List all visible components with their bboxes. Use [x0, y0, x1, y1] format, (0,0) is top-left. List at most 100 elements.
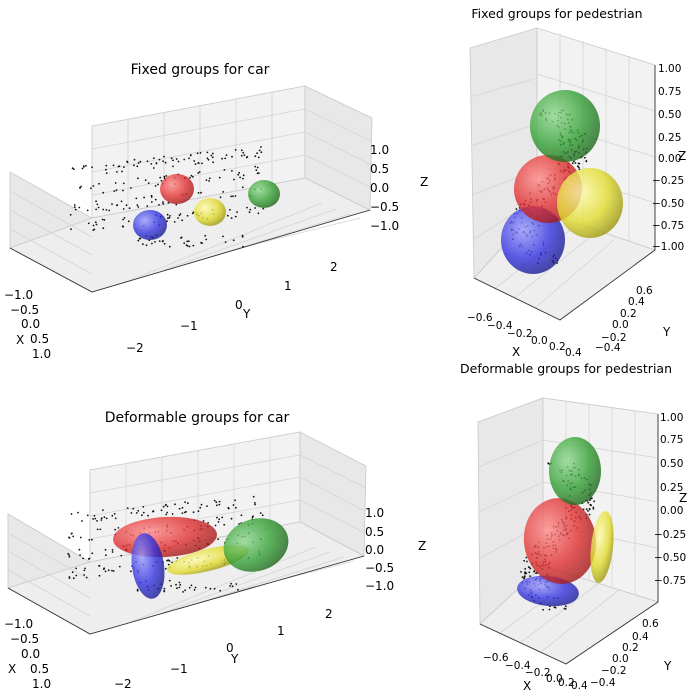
scan-point	[182, 591, 185, 593]
scan-point	[163, 590, 166, 592]
scan-point	[178, 581, 181, 584]
scan-point	[136, 204, 139, 207]
scan-point	[218, 503, 221, 506]
scan-point	[205, 238, 208, 241]
y-tick-label: 0.4	[632, 631, 649, 643]
x-tick-label: 1.0	[32, 347, 51, 361]
y-tick-label: −1	[170, 662, 188, 676]
chart-title: Deformable groups for car	[105, 410, 290, 426]
scan-point	[112, 164, 115, 167]
scan-point	[94, 517, 97, 520]
scan-point	[259, 512, 262, 514]
scan-point	[230, 195, 233, 198]
y-tick-label: −1	[180, 319, 198, 333]
scan-point	[81, 520, 83, 522]
z-tick-label: −1.0	[370, 219, 399, 233]
scan-point	[526, 560, 528, 563]
scan-point	[116, 171, 118, 173]
scan-point	[121, 170, 123, 173]
x-tick-label: 0.5	[30, 332, 49, 346]
scan-point	[91, 552, 94, 555]
z-tick-label: −0.5	[370, 200, 399, 214]
scan-point	[515, 208, 518, 210]
scan-point	[215, 501, 218, 504]
scan-point	[229, 585, 231, 587]
scan-point	[103, 567, 106, 570]
scan-point	[135, 512, 138, 514]
scan-point	[206, 505, 208, 507]
scan-point	[95, 208, 97, 211]
scan-point	[241, 186, 244, 189]
scan-point	[104, 548, 107, 551]
scan-point	[585, 160, 588, 162]
scan-point	[107, 569, 110, 572]
x-tick-label: 0.0	[21, 317, 40, 331]
chart-title: Deformable groups for pedestrian	[460, 361, 672, 376]
scan-point	[233, 178, 235, 181]
scan-point	[574, 162, 577, 164]
group-green-sphere	[530, 90, 600, 162]
scan-point	[102, 227, 105, 230]
scan-point	[564, 605, 567, 608]
z-tick-label: 0.0	[365, 543, 384, 557]
scan-point	[587, 501, 590, 504]
scan-point	[142, 243, 144, 246]
scan-point	[188, 157, 190, 160]
scan-point	[188, 245, 191, 248]
scan-point	[521, 576, 524, 579]
scan-point	[165, 513, 168, 516]
scan-point	[257, 172, 260, 175]
scan-point	[256, 172, 259, 175]
scan-point	[254, 155, 257, 158]
y-tick-label: −2	[126, 341, 144, 355]
scan-point	[255, 169, 258, 172]
scan-point	[178, 586, 181, 589]
scan-point	[524, 572, 526, 575]
scan-point	[137, 177, 139, 180]
scan-point	[230, 582, 233, 585]
scan-point	[112, 570, 115, 572]
z-tick-labels: 1.00 0.75 0.50 0.25 0.00 −0.25 −0.50 −0.…	[652, 63, 686, 253]
scan-point	[70, 228, 72, 231]
scan-point	[246, 206, 248, 209]
scan-point	[262, 207, 265, 210]
z-axis-label: Z	[420, 175, 428, 189]
scan-point	[163, 242, 166, 245]
scan-point	[176, 557, 179, 559]
scan-point	[237, 173, 240, 176]
scan-point	[210, 154, 213, 157]
scan-point	[196, 152, 199, 155]
scan-point	[166, 505, 169, 508]
scan-point	[209, 587, 212, 590]
x-tick-labels: −1.0 −0.5 0.0 0.5 1.0 X	[4, 288, 51, 361]
scan-point	[164, 504, 167, 506]
group-yellow-sphere	[194, 198, 226, 226]
scan-point	[159, 176, 162, 179]
scan-point	[224, 241, 227, 244]
x-tick-label: 0.0	[531, 335, 548, 347]
scan-point	[126, 507, 129, 509]
scan-point	[230, 517, 233, 520]
scan-point	[103, 516, 106, 519]
scan-point	[162, 201, 164, 204]
scan-point	[136, 165, 139, 168]
scan-point	[96, 203, 99, 206]
scan-point	[152, 157, 155, 160]
scan-point	[154, 185, 157, 187]
scan-point	[204, 586, 207, 589]
scan-point	[132, 507, 135, 510]
z-tick-labels: 1.0 0.5 0.0 −0.5 −1.0 Z	[370, 143, 428, 233]
panel-fixed-pedestrian: Fixed groups for pedestrian −0.6 −0.4 −0…	[467, 6, 686, 359]
scan-point	[165, 175, 168, 177]
scan-point	[157, 183, 159, 186]
scan-point	[535, 572, 537, 575]
scan-point	[242, 151, 245, 154]
scan-point	[215, 504, 218, 507]
scan-point	[147, 182, 150, 185]
y-axis-label: Y	[230, 652, 239, 666]
scan-point	[260, 151, 263, 154]
scan-point	[229, 208, 231, 211]
scan-point	[173, 221, 176, 223]
scan-point	[231, 585, 234, 588]
scan-point	[225, 154, 228, 157]
